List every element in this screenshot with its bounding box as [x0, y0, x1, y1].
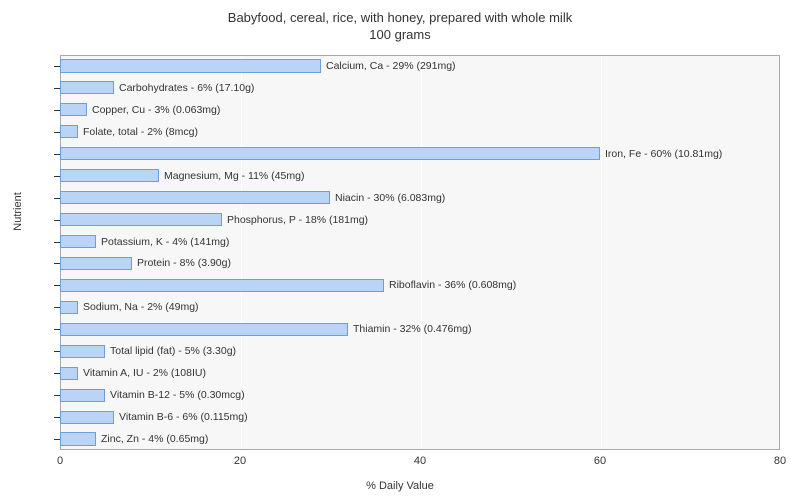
- xtick-label: 20: [234, 455, 246, 467]
- bar-row: Sodium, Na - 2% (49mg): [60, 301, 780, 314]
- ytick: [54, 329, 60, 330]
- x-axis-label: % Daily Value: [0, 480, 800, 492]
- bar-row: Zinc, Zn - 4% (0.65mg): [60, 432, 780, 445]
- bar-row: Calcium, Ca - 29% (291mg): [60, 59, 780, 72]
- bar-row: Vitamin B-12 - 5% (0.30mcg): [60, 389, 780, 402]
- bar: Protein - 8% (3.90g): [60, 257, 132, 270]
- bar-row: Magnesium, Mg - 11% (45mg): [60, 169, 780, 182]
- bar: Total lipid (fat) - 5% (3.30g): [60, 345, 105, 358]
- bar-label: Riboflavin - 36% (0.608mg): [383, 279, 516, 291]
- bar: Copper, Cu - 3% (0.063mg): [60, 103, 87, 116]
- chart-title: Babyfood, cereal, rice, with honey, prep…: [0, 10, 800, 44]
- y-axis-label: Nutrient: [12, 192, 24, 231]
- ytick: [54, 220, 60, 221]
- ytick: [54, 285, 60, 286]
- bar: Potassium, K - 4% (141mg): [60, 235, 96, 248]
- bar-label: Sodium, Na - 2% (49mg): [77, 301, 199, 313]
- bar-label: Total lipid (fat) - 5% (3.30g): [104, 345, 236, 357]
- bar-label: Vitamin A, IU - 2% (108IU): [77, 367, 206, 379]
- bar: Vitamin A, IU - 2% (108IU): [60, 367, 78, 380]
- bar-label: Niacin - 30% (6.083mg): [329, 192, 445, 204]
- ytick: [54, 176, 60, 177]
- nutrient-chart: Babyfood, cereal, rice, with honey, prep…: [0, 0, 800, 500]
- bar-row: Vitamin A, IU - 2% (108IU): [60, 367, 780, 380]
- title-line1: Babyfood, cereal, rice, with honey, prep…: [228, 10, 572, 25]
- bar-row: Phosphorus, P - 18% (181mg): [60, 213, 780, 226]
- bar-label: Protein - 8% (3.90g): [131, 257, 231, 269]
- bar: Magnesium, Mg - 11% (45mg): [60, 169, 159, 182]
- ytick: [54, 88, 60, 89]
- ytick: [54, 307, 60, 308]
- bar-row: Riboflavin - 36% (0.608mg): [60, 279, 780, 292]
- bar-row: Total lipid (fat) - 5% (3.30g): [60, 345, 780, 358]
- bar: Phosphorus, P - 18% (181mg): [60, 213, 222, 226]
- ytick: [54, 66, 60, 67]
- bar-label: Iron, Fe - 60% (10.81mg): [599, 148, 722, 160]
- ytick: [54, 263, 60, 264]
- bar-row: Copper, Cu - 3% (0.063mg): [60, 103, 780, 116]
- ytick: [54, 242, 60, 243]
- bar: Vitamin B-12 - 5% (0.30mcg): [60, 389, 105, 402]
- bar: Vitamin B-6 - 6% (0.115mg): [60, 411, 114, 424]
- bar-label: Copper, Cu - 3% (0.063mg): [86, 104, 220, 116]
- bar-label: Vitamin B-12 - 5% (0.30mcg): [104, 389, 245, 401]
- bar-label: Vitamin B-6 - 6% (0.115mg): [113, 411, 248, 423]
- bar-label: Zinc, Zn - 4% (0.65mg): [95, 433, 208, 445]
- ytick: [54, 373, 60, 374]
- ytick: [54, 351, 60, 352]
- bar-label: Magnesium, Mg - 11% (45mg): [158, 170, 304, 182]
- bar: Riboflavin - 36% (0.608mg): [60, 279, 384, 292]
- bars-layer: Calcium, Ca - 29% (291mg) Carbohydrates -…: [60, 55, 780, 450]
- bar: Thiamin - 32% (0.476mg): [60, 323, 348, 336]
- ytick: [54, 110, 60, 111]
- ytick: [54, 439, 60, 440]
- bar-row: Folate, total - 2% (8mcg): [60, 125, 780, 138]
- bar-label: Phosphorus, P - 18% (181mg): [221, 214, 368, 226]
- xtick-label: 0: [57, 455, 63, 467]
- xtick-label: 40: [414, 455, 426, 467]
- title-line2: 100 grams: [369, 27, 430, 42]
- bar-label: Folate, total - 2% (8mcg): [77, 126, 198, 138]
- bar-row: Potassium, K - 4% (141mg): [60, 235, 780, 248]
- xtick-label: 80: [774, 455, 786, 467]
- bar-label: Calcium, Ca - 29% (291mg): [320, 60, 456, 72]
- ytick: [54, 132, 60, 133]
- bar: Iron, Fe - 60% (10.81mg): [60, 147, 600, 160]
- bar-row: Vitamin B-6 - 6% (0.115mg): [60, 411, 780, 424]
- bar: Zinc, Zn - 4% (0.65mg): [60, 432, 96, 445]
- bar: Sodium, Na - 2% (49mg): [60, 301, 78, 314]
- xtick-label: 60: [594, 455, 606, 467]
- ytick: [54, 154, 60, 155]
- bar-row: Thiamin - 32% (0.476mg): [60, 323, 780, 336]
- bar-label: Carbohydrates - 6% (17.10g): [113, 82, 254, 94]
- ytick: [54, 198, 60, 199]
- bar: Folate, total - 2% (8mcg): [60, 125, 78, 138]
- bar-row: Iron, Fe - 60% (10.81mg): [60, 147, 780, 160]
- bar-label: Thiamin - 32% (0.476mg): [347, 323, 471, 335]
- bar-row: Protein - 8% (3.90g): [60, 257, 780, 270]
- bar: Niacin - 30% (6.083mg): [60, 191, 330, 204]
- bar: Carbohydrates - 6% (17.10g): [60, 81, 114, 94]
- bar: Calcium, Ca - 29% (291mg): [60, 59, 321, 72]
- bar-label: Potassium, K - 4% (141mg): [95, 236, 229, 248]
- ytick: [54, 417, 60, 418]
- bar-row: Niacin - 30% (6.083mg): [60, 191, 780, 204]
- ytick: [54, 395, 60, 396]
- bar-row: Carbohydrates - 6% (17.10g): [60, 81, 780, 94]
